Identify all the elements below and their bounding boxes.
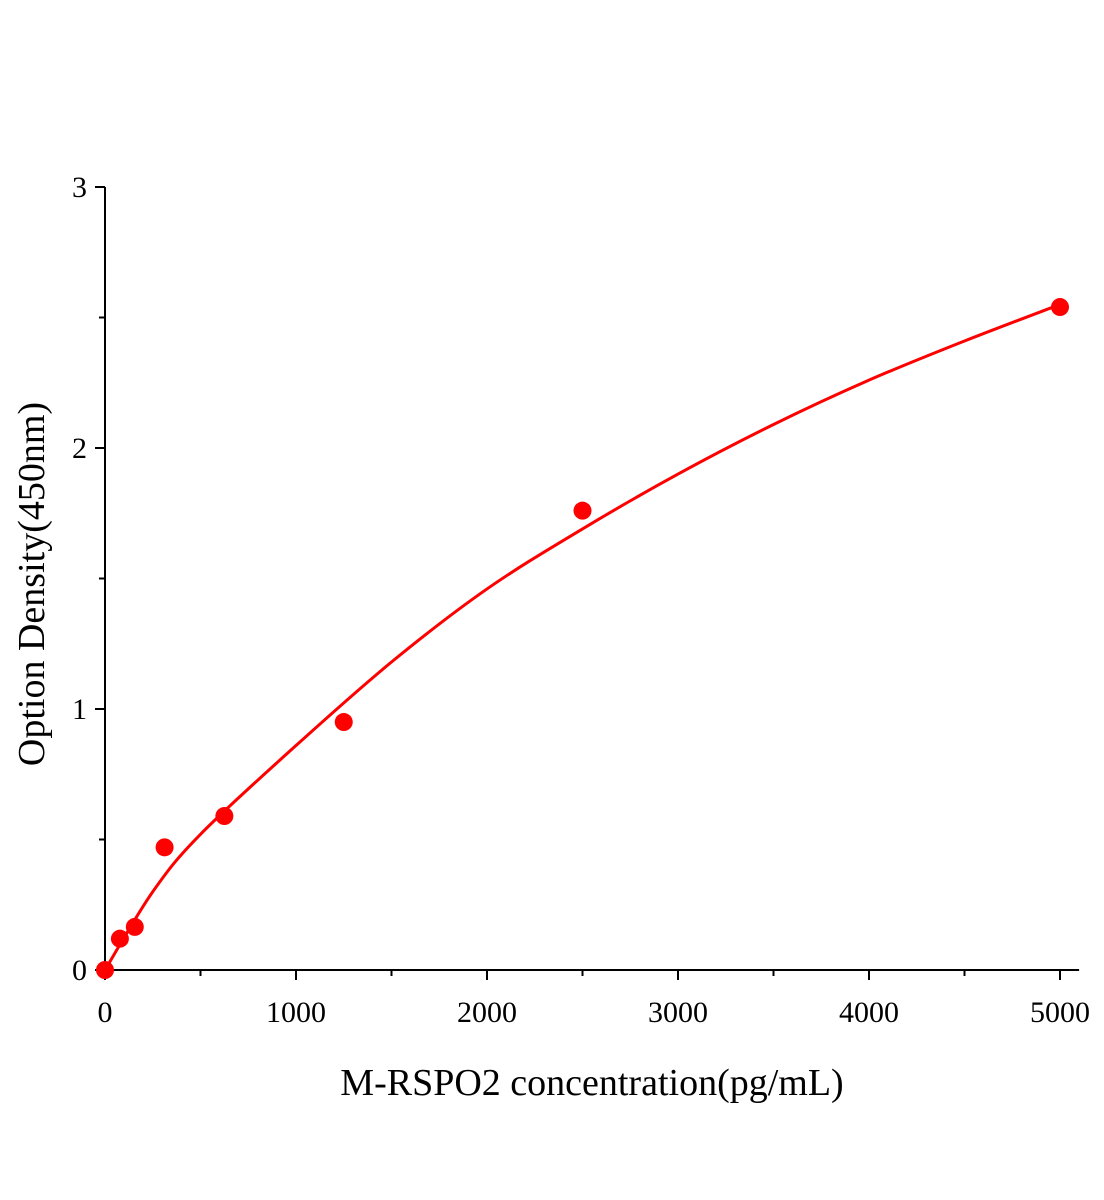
- y-tick-label: 2: [72, 432, 87, 465]
- data-point: [155, 838, 174, 857]
- data-point: [215, 807, 234, 826]
- data-point: [96, 961, 114, 979]
- data-point: [573, 501, 592, 520]
- y-tick-label: 0: [72, 954, 87, 987]
- x-axis-label: M-RSPO2 concentration(pg/mL): [340, 1062, 843, 1104]
- fit-curve: [103, 303, 1061, 971]
- x-tick-label: 1000: [266, 996, 326, 1029]
- y-tick-label: 1: [72, 693, 87, 726]
- x-tick-label: 5000: [1030, 996, 1090, 1029]
- x-tick-label: 3000: [648, 996, 708, 1029]
- data-points: [96, 298, 1069, 979]
- data-point: [125, 917, 144, 936]
- x-tick-label: 4000: [839, 996, 899, 1029]
- y-axis-label: Option Density(450nm): [11, 402, 53, 766]
- y-tick-label: 3: [72, 171, 87, 204]
- data-point: [110, 929, 129, 948]
- ticks: 0 1000 2000 3000 4000 5000 0 1 2 3: [72, 171, 1090, 1029]
- x-tick-label: 0: [98, 996, 113, 1029]
- data-point: [1051, 298, 1069, 317]
- axes: [104, 187, 1080, 971]
- data-point: [334, 713, 353, 732]
- x-tick-label: 2000: [457, 996, 517, 1029]
